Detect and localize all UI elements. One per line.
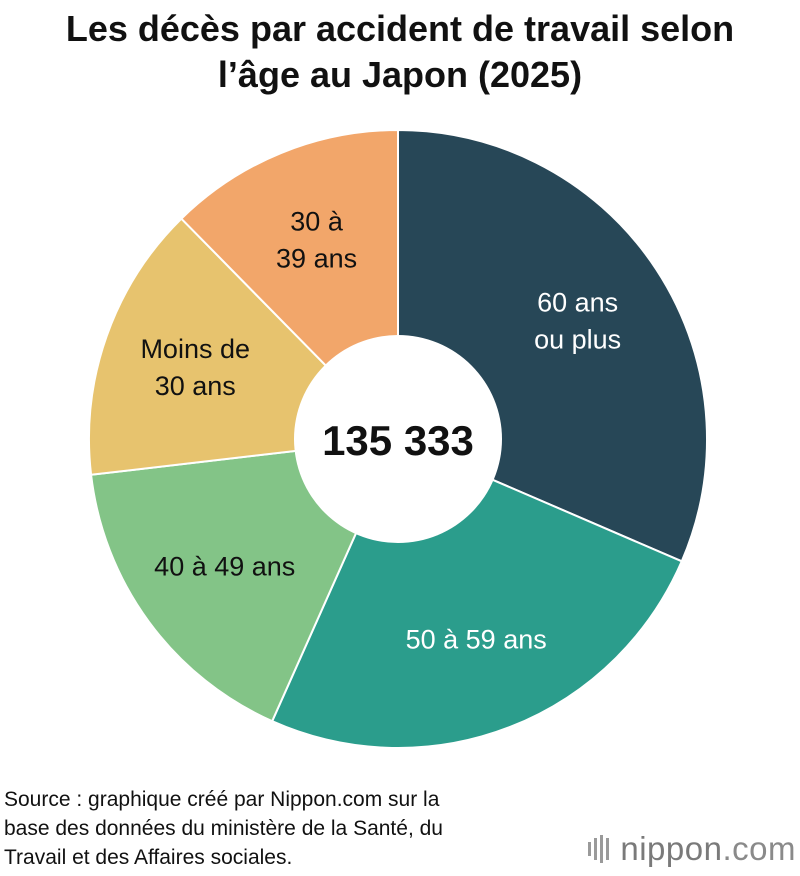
slice-label-40-49: 40 à 49 ans bbox=[154, 551, 295, 581]
nippon-logo: nippon .com bbox=[588, 830, 796, 868]
center-total-label: 135 333 bbox=[322, 417, 474, 464]
slice-label-30-39: 30 à 39 ans bbox=[276, 207, 357, 274]
donut-hole bbox=[294, 335, 502, 543]
slice-label-line: 39 ans bbox=[276, 244, 357, 274]
slice-label-line: 30 ans bbox=[155, 371, 236, 401]
chart-title-line-1: Les décès par accident de travail selon bbox=[65, 8, 735, 49]
slice-label-line: 50 à 59 ans bbox=[406, 624, 547, 654]
source-line-1: Source : graphique créé par Nippon.com s… bbox=[4, 788, 440, 811]
slice-label-line: 40 à 49 ans bbox=[154, 551, 295, 581]
donut-chart: 135 333 60 ans ou plus 50 à 59 ans 40 à 49 … bbox=[88, 128, 708, 750]
logo-suffix: .com bbox=[722, 830, 796, 867]
slice-label-line: Moins de bbox=[140, 334, 250, 364]
slice-label-50-59: 50 à 59 ans bbox=[406, 624, 547, 654]
slice-label-line: 30 à bbox=[290, 207, 344, 237]
source-line-2: base des données du ministère de la Sant… bbox=[4, 817, 443, 840]
slice-label-line: 60 ans bbox=[537, 287, 618, 317]
source-line-3: Travail et des Affaires sociales. bbox=[4, 846, 293, 869]
source-note: Source : graphique créé par Nippon.com s… bbox=[4, 785, 564, 872]
slice-label-under-30: Moins de 30 ans bbox=[140, 334, 250, 401]
slice-40-49 bbox=[89, 437, 400, 723]
logo-name: nippon bbox=[620, 830, 723, 867]
chart-title: Les décès par accident de travail selon … bbox=[0, 6, 800, 98]
slice-labels: 60 ans ou plus 50 à 59 ans 40 à 49 ans Moins… bbox=[140, 207, 621, 655]
slice-label-line: ou plus bbox=[534, 324, 621, 354]
slice-label-60-plus: 60 ans ou plus bbox=[534, 287, 621, 354]
chart-title-line-2: l’âge au Japon (2025) bbox=[217, 54, 583, 95]
logo-bars-icon bbox=[588, 835, 612, 863]
